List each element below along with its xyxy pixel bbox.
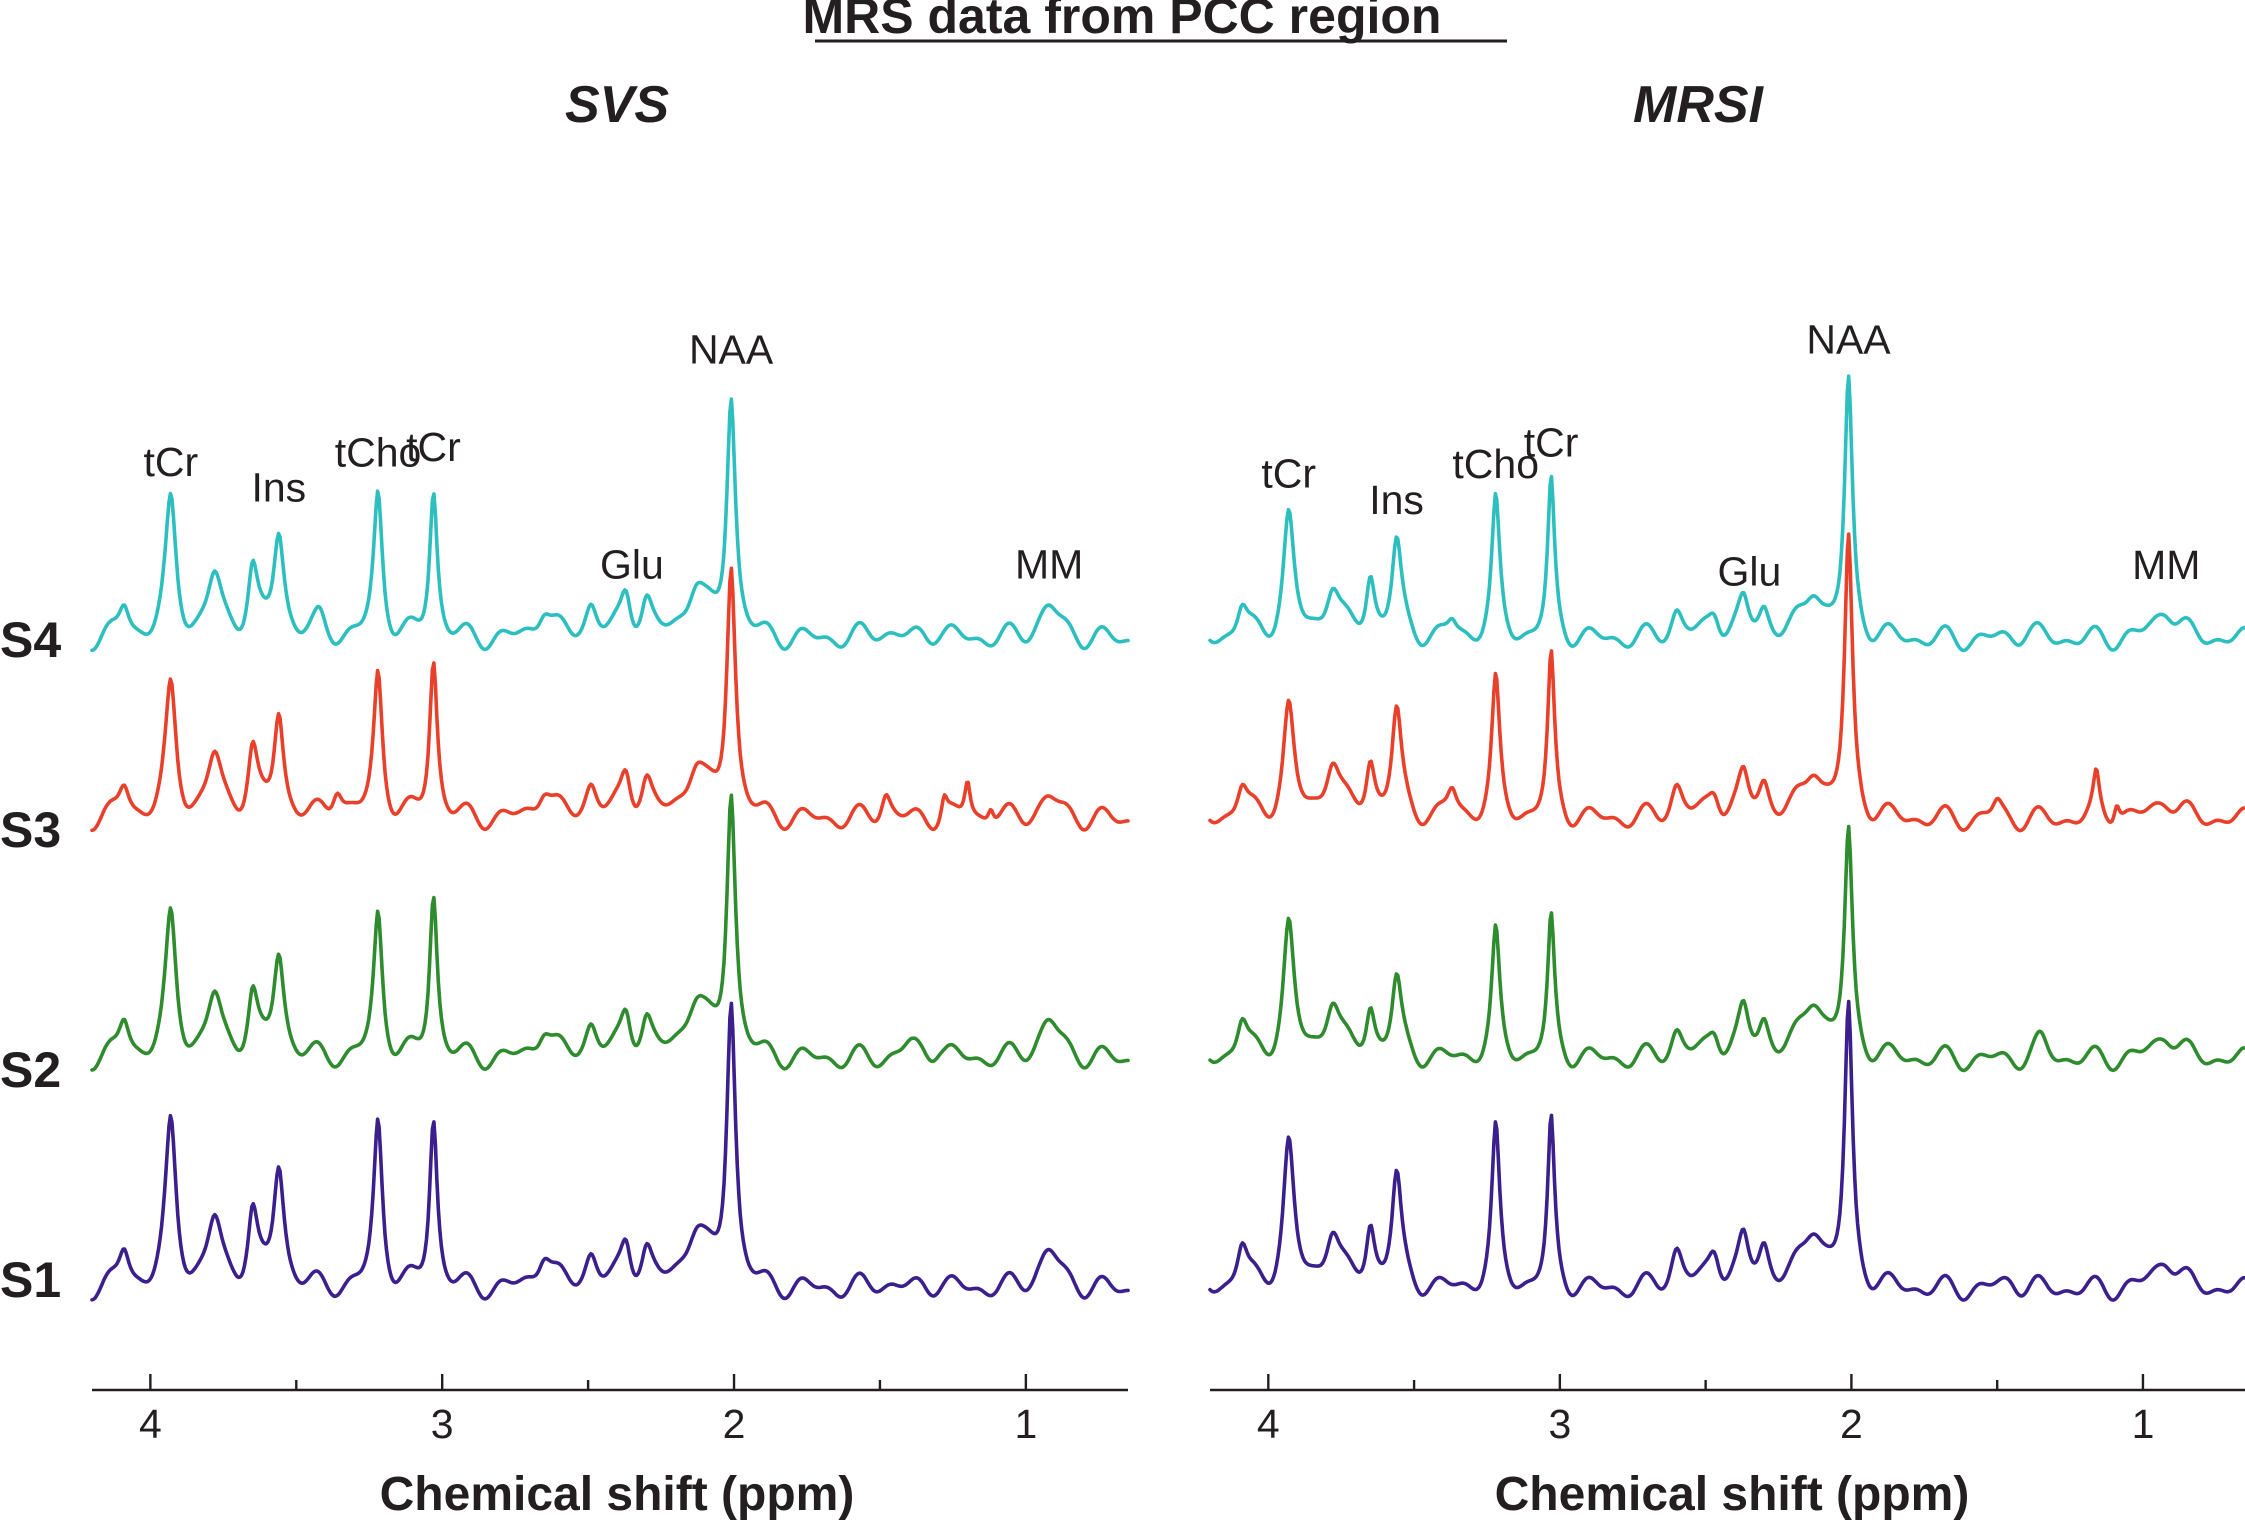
svs-spectrum-s3 — [90, 566, 1130, 833]
svs-spectrum-s2 — [90, 793, 1130, 1072]
mrsi-spectrum-s4 — [1208, 374, 2245, 653]
svs-peak-label-tcr-0: tCr — [143, 439, 198, 485]
row-label-s2: S2 — [0, 1042, 61, 1098]
figure-title: MRS data from PCC region — [803, 0, 1442, 44]
row-label-s3: S3 — [0, 802, 61, 858]
svs-peak-label-ins-1: Ins — [251, 465, 306, 511]
mrsi-spectrum-s3 — [1208, 532, 2245, 833]
svs-x-tick-label-3: 3 — [431, 1401, 454, 1447]
svs-peak-label-tcr-3: tCr — [406, 424, 461, 470]
row-label-s4: S4 — [0, 612, 61, 668]
svs-x-axis-title: Chemical shift (ppm) — [380, 1468, 855, 1520]
svs-spectrum-s4 — [90, 397, 1130, 653]
mrsi-x-tick-label-3: 3 — [1548, 1401, 1571, 1447]
svs-x-tick-label-4: 4 — [139, 1401, 162, 1447]
svs-peak-label-tcho-2: tCho — [335, 430, 422, 476]
mrsi-x-axis: 4 3 2 1 — [1210, 1374, 2245, 1447]
svs-x-tick-label-2: 2 — [723, 1401, 746, 1447]
svs-peak-label-glu-4: Glu — [600, 541, 664, 587]
svs-x-tick-label-1: 1 — [1014, 1401, 1037, 1447]
mrsi-peak-label-tcr-0: tCr — [1261, 451, 1316, 497]
mrsi-spectra — [1208, 374, 2245, 1302]
mrsi-peak-label-mm-6: MM — [2132, 542, 2200, 588]
mrsi-x-tick-label-1: 1 — [2132, 1401, 2155, 1447]
mrsi-peak-label-tcr-3: tCr — [1524, 419, 1579, 465]
mrsi-x-tick-label-2: 2 — [1840, 1401, 1863, 1447]
panel-title-svs: SVS — [565, 76, 669, 134]
mrsi-spectrum-s2 — [1208, 824, 2245, 1073]
svs-spectrum-s1 — [90, 1001, 1130, 1302]
svs-x-axis: 4 3 2 1 — [92, 1374, 1128, 1447]
mrsi-peak-label-ins-1: Ins — [1369, 477, 1424, 523]
svs-peak-label-mm-6: MM — [1015, 542, 1083, 588]
mrsi-x-axis-title: Chemical shift (ppm) — [1495, 1468, 1970, 1520]
mrsi-x-tick-label-4: 4 — [1257, 1401, 1280, 1447]
panel-title-mrsi: MRSI — [1633, 76, 1765, 134]
row-label-s1: S1 — [0, 1252, 61, 1308]
mrsi-peak-label-naa-5: NAA — [1806, 316, 1891, 362]
svs-peak-label-naa-5: NAA — [689, 327, 774, 373]
mrsi-spectrum-s1 — [1208, 999, 2245, 1302]
svs-spectra — [90, 397, 1130, 1302]
mrsi-peak-label-tcho-2: tCho — [1452, 441, 1539, 487]
mrsi-peak-label-glu-4: Glu — [1717, 549, 1781, 595]
